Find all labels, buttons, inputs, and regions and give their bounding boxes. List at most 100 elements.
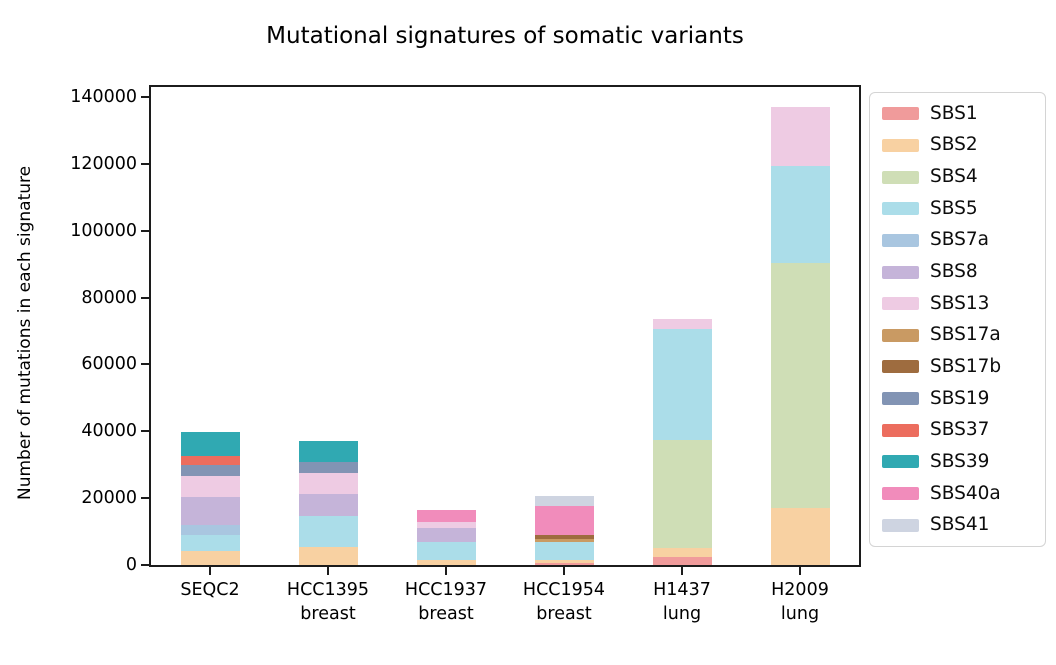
- x-tick-label-HCC1954: HCC1954 breast: [494, 578, 634, 626]
- legend-label: SBS19: [930, 387, 990, 409]
- bar-segment-SBS5-SEQC2: [180, 534, 240, 551]
- bar-segment-SBS5-HCC1937: [416, 542, 476, 560]
- legend-swatch-SBS5: [882, 202, 919, 216]
- bar-segment-SBS41-HCC1954: [534, 495, 594, 506]
- x-tick-label-HCC1937: HCC1937 breast: [376, 578, 516, 626]
- legend-swatch-SBS40a: [882, 487, 919, 500]
- bar-HCC1937: [416, 509, 476, 565]
- y-tick-mark: [141, 497, 149, 500]
- legend-label: SBS1: [930, 102, 978, 124]
- bar-segment-SBS39-HCC1395: [298, 441, 358, 463]
- legend-swatch-SBS17b: [882, 360, 919, 374]
- y-tick-label: 120000: [70, 153, 137, 174]
- legend-label: SBS5: [930, 197, 978, 219]
- legend-label: SBS17a: [930, 324, 1001, 346]
- legend-swatch-SBS13: [882, 297, 919, 311]
- x-tick-mark: [327, 567, 329, 575]
- y-tick-label: 80000: [81, 287, 137, 308]
- bar-segment-SBS13-HCC1395: [298, 473, 358, 495]
- bar-HCC1395: [298, 441, 358, 565]
- bar-segment-SBS13-SEQC2: [180, 476, 240, 498]
- legend-item-SBS5: SBS5: [882, 197, 1045, 219]
- y-tick-mark: [141, 96, 149, 98]
- legend: SBS1 SBS2 SBS4 SBS5 SBS7a SBS8 SBS13 SBS17a SBS1…: [869, 92, 1046, 547]
- x-tick-label-H1437: H1437 lung: [612, 578, 752, 626]
- legend-label: SBS7a: [930, 229, 989, 251]
- bar-HCC1954: [534, 495, 594, 565]
- bar-segment-SBS2-SEQC2: [180, 550, 240, 565]
- bar-segment-SBS39-SEQC2: [180, 432, 240, 457]
- legend-item-SBS17b: SBS17b: [882, 355, 1045, 377]
- y-tick-mark: [141, 564, 149, 566]
- y-tick-label: 40000: [81, 421, 137, 442]
- legend-label: SBS17b: [930, 355, 1002, 377]
- bar-segment-SBS19-HCC1395: [298, 462, 358, 474]
- legend-swatch-SBS4: [882, 170, 919, 184]
- bar-segment-SBS2-HCC1937: [416, 560, 476, 565]
- y-axis-label: Number of mutations in each signature: [15, 165, 35, 500]
- legend-item-SBS1: SBS1: [882, 102, 1045, 124]
- legend-swatch-SBS39: [882, 455, 919, 469]
- legend-item-SBS8: SBS8: [882, 262, 1045, 282]
- legend-item-SBS37: SBS37: [882, 420, 1045, 440]
- sample-tissue: lung: [662, 604, 702, 624]
- bar-segment-SBS13-HCC1937: [416, 521, 476, 529]
- x-tick-mark: [209, 567, 211, 575]
- bar-segment-SBS8-SEQC2: [180, 497, 240, 526]
- sample-name: HCC1954: [522, 580, 606, 600]
- bar-segment-SBS37-SEQC2: [180, 456, 240, 465]
- y-tick-label: 0: [125, 555, 137, 575]
- bar-SEQC2: [180, 432, 240, 565]
- bar-segment-SBS2-HCC1954: [534, 560, 594, 563]
- bar-segment-SBS4-H2009: [770, 263, 830, 509]
- legend-swatch-SBS8: [882, 265, 919, 279]
- bar-segment-SBS17b-HCC1954: [534, 534, 594, 539]
- x-tick-mark: [799, 567, 801, 575]
- legend-item-SBS13: SBS13: [882, 292, 1045, 314]
- bar-segment-SBS4-H1437: [652, 440, 712, 548]
- legend-label: SBS4: [930, 166, 978, 188]
- legend-item-SBS4: SBS4: [882, 167, 1045, 187]
- legend-label: SBS13: [930, 292, 990, 314]
- y-tick-label: 60000: [81, 354, 137, 375]
- legend-swatch-SBS2: [882, 138, 919, 152]
- legend-label: SBS2: [930, 134, 978, 156]
- legend-swatch-SBS41: [882, 518, 919, 532]
- y-tick-mark: [141, 363, 149, 366]
- x-tick-label-SEQC2: SEQC2: [140, 578, 280, 602]
- legend-item-SBS2: SBS2: [882, 135, 1045, 155]
- sample-name: HCC1395: [286, 580, 370, 600]
- legend-label: SBS41: [930, 514, 990, 536]
- legend-item-SBS19: SBS19: [882, 387, 1045, 409]
- sample-tissue: lung: [780, 604, 820, 624]
- bar-segment-SBS1-HCC1954: [534, 563, 594, 565]
- legend-item-SBS17a: SBS17a: [882, 325, 1045, 345]
- legend-swatch-SBS7a: [882, 233, 919, 247]
- bar-segment-SBS17a-HCC1954: [534, 538, 594, 542]
- bar-segment-SBS40a-HCC1954: [534, 505, 594, 535]
- bar-segment-SBS8-HCC1937: [416, 528, 476, 543]
- y-tick-mark: [141, 162, 149, 165]
- legend-label: SBS8: [930, 261, 978, 283]
- sample-tissue: breast: [300, 604, 356, 624]
- plot-area: 0 20000 40000 60000 80000 100000 120000 140000 S…: [70, 85, 861, 624]
- bar-segment-SBS5-H2009: [770, 166, 830, 264]
- legend-swatch-SBS17a: [882, 328, 919, 342]
- bar-segment-SBS40a-HCC1937: [416, 509, 476, 522]
- legend-swatch-SBS1: [882, 107, 919, 121]
- bar-segment-SBS2-H2009: [770, 508, 830, 565]
- bar-segment-SBS2-HCC1395: [298, 547, 358, 565]
- legend-item-SBS7a: SBS7a: [882, 230, 1045, 250]
- bar-segment-SBS5-HCC1395: [298, 515, 358, 548]
- sample-name: SEQC2: [180, 580, 240, 600]
- bar-H1437: [652, 318, 712, 565]
- legend-item-SBS40a: SBS40a: [882, 482, 1045, 504]
- bar-segment-SBS1-H1437: [652, 556, 712, 565]
- bar-segment-SBS13-H2009: [770, 107, 830, 167]
- bar-segment-SBS2-H1437: [652, 547, 712, 557]
- plot-inner: 0 20000 40000 60000 80000 100000 120000 140000 S…: [70, 87, 859, 624]
- legend-swatch-SBS37: [882, 423, 919, 437]
- legend-label: SBS40a: [930, 482, 1001, 504]
- y-tick-label: 100000: [70, 220, 137, 241]
